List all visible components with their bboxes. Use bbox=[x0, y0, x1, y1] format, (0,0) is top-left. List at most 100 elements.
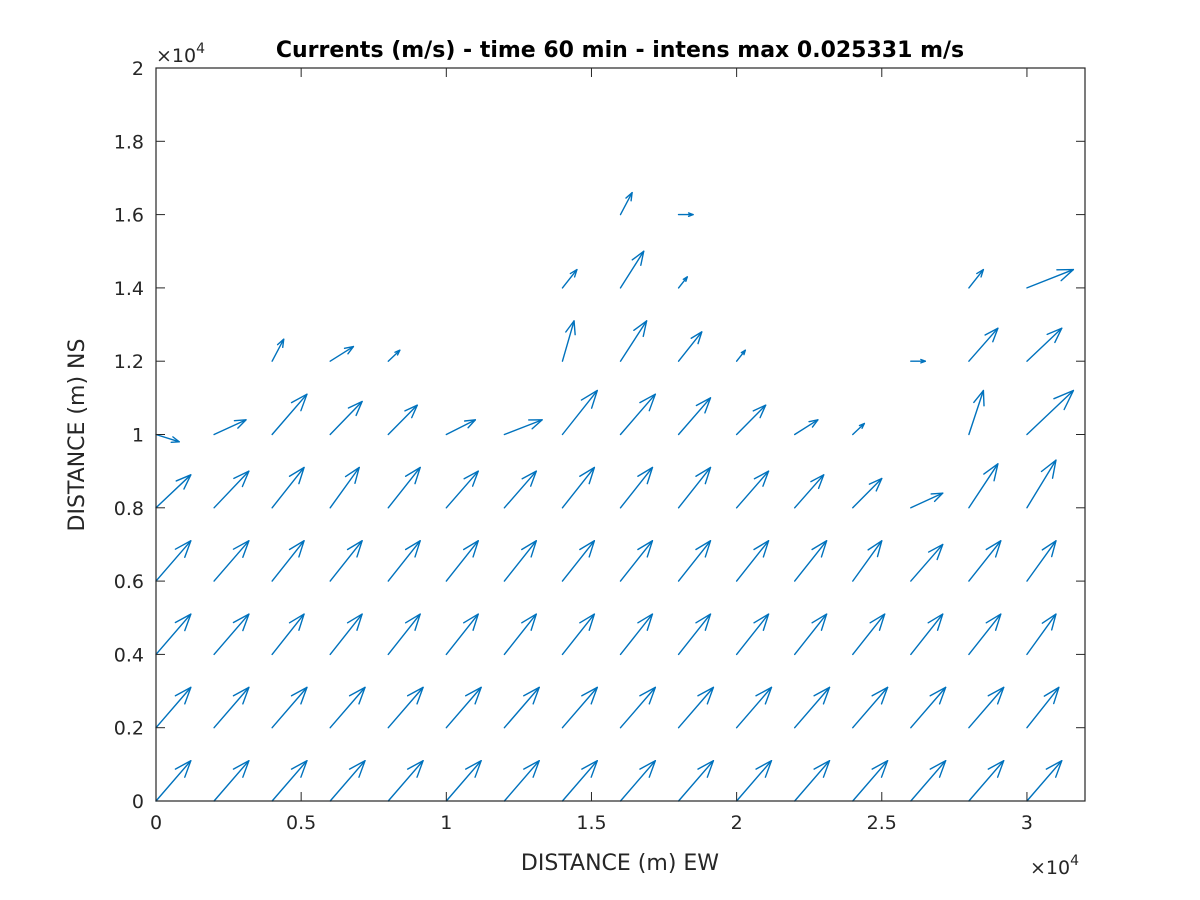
current-arrow bbox=[735, 540, 770, 582]
current-arrow bbox=[735, 404, 767, 436]
current-arrow bbox=[387, 466, 421, 509]
current-arrow bbox=[155, 759, 192, 802]
current-arrow bbox=[561, 320, 576, 362]
current-arrow bbox=[619, 393, 657, 436]
current-arrow bbox=[735, 759, 773, 802]
current-arrow bbox=[793, 419, 819, 436]
current-arrow bbox=[793, 686, 831, 729]
x-tick-label-6: 3 bbox=[1021, 812, 1033, 834]
current-arrow bbox=[213, 686, 250, 729]
y-tick-label-3: 0.6 bbox=[114, 571, 144, 593]
current-arrow bbox=[910, 759, 947, 802]
current-arrow bbox=[271, 613, 305, 656]
current-arrow bbox=[213, 613, 250, 656]
current-arrow bbox=[677, 759, 715, 802]
current-arrow bbox=[677, 613, 712, 656]
current-arrow bbox=[910, 543, 944, 582]
current-arrow bbox=[852, 613, 886, 656]
current-arrow bbox=[329, 345, 355, 362]
current-arrow bbox=[503, 470, 538, 509]
current-arrow bbox=[561, 613, 596, 656]
x-tick-label-1: 0.5 bbox=[286, 812, 316, 834]
current-arrow bbox=[968, 686, 1005, 729]
y-tick-label-4: 0.8 bbox=[114, 498, 144, 520]
current-arrow bbox=[271, 466, 305, 509]
current-arrow bbox=[677, 331, 703, 362]
current-arrow bbox=[329, 759, 366, 802]
current-arrow bbox=[619, 613, 654, 656]
current-arrow bbox=[329, 613, 363, 656]
y-tick-label-1: 0.2 bbox=[114, 718, 144, 740]
current-arrow bbox=[561, 268, 578, 289]
current-arrow bbox=[793, 474, 825, 509]
current-arrow bbox=[793, 613, 828, 656]
current-arrow bbox=[445, 686, 482, 729]
current-arrow bbox=[503, 759, 540, 802]
current-arrow bbox=[445, 759, 482, 802]
current-arrow bbox=[619, 320, 648, 362]
current-arrow bbox=[387, 686, 424, 729]
current-arrow bbox=[619, 540, 654, 582]
current-arrow bbox=[735, 613, 770, 656]
current-arrow bbox=[677, 276, 688, 289]
y-tick-label-6: 1.2 bbox=[114, 351, 144, 373]
current-arrow bbox=[503, 540, 538, 582]
current-arrow bbox=[213, 419, 247, 436]
current-arrow bbox=[329, 686, 366, 729]
current-arrow bbox=[503, 686, 540, 729]
current-arrow bbox=[619, 466, 654, 509]
current-arrow bbox=[910, 358, 927, 364]
current-arrow bbox=[561, 466, 596, 509]
current-arrow bbox=[735, 686, 773, 729]
x-axis-label: DISTANCE (m) EW bbox=[521, 851, 719, 876]
current-arrow bbox=[1026, 686, 1060, 729]
current-arrow bbox=[677, 212, 694, 217]
current-arrow bbox=[1026, 759, 1063, 802]
current-arrow bbox=[271, 686, 308, 729]
current-arrow bbox=[735, 349, 747, 362]
current-arrow bbox=[213, 470, 250, 509]
current-arrow bbox=[619, 250, 645, 289]
x-tick-label-3: 1.5 bbox=[576, 812, 606, 834]
current-arrow bbox=[155, 433, 180, 443]
x-tick-label-4: 2 bbox=[731, 812, 743, 834]
current-arrow bbox=[387, 540, 421, 582]
current-arrow bbox=[503, 613, 538, 656]
current-arrow bbox=[1026, 613, 1057, 656]
current-arrow bbox=[852, 540, 883, 582]
y-tick-label-8: 1.6 bbox=[114, 205, 144, 227]
current-arrow bbox=[387, 404, 418, 436]
current-arrow bbox=[387, 349, 401, 362]
current-arrow bbox=[213, 759, 250, 802]
current-arrow bbox=[910, 492, 944, 509]
y-axis-exponent: ×104 bbox=[156, 41, 205, 67]
current-arrow bbox=[155, 686, 192, 729]
current-arrow bbox=[968, 540, 1002, 582]
current-arrow bbox=[619, 686, 657, 729]
current-arrow bbox=[155, 474, 192, 509]
y-axis-label: DISTANCE (m) NS bbox=[65, 339, 90, 532]
current-arrow bbox=[619, 191, 633, 216]
current-arrow bbox=[793, 759, 831, 802]
y-tick-labels: 0 0.2 0.4 0.6 0.8 1 1.2 1.4 1.6 1.8 2 bbox=[114, 58, 144, 813]
current-arrow bbox=[271, 393, 308, 436]
current-arrow bbox=[329, 400, 363, 436]
y-tick-label-9: 1.8 bbox=[114, 131, 144, 153]
x-tick-label-0: 0 bbox=[150, 812, 162, 834]
current-arrow bbox=[852, 686, 889, 729]
current-arrow bbox=[910, 613, 944, 656]
current-arrow bbox=[852, 759, 889, 802]
current-arrow bbox=[387, 613, 421, 656]
x-tick-labels: 0 0.5 1 1.5 2 2.5 3 bbox=[150, 812, 1033, 834]
current-arrow bbox=[155, 540, 192, 582]
axes-box bbox=[155, 67, 1086, 802]
current-arrow bbox=[445, 419, 477, 436]
current-arrow bbox=[387, 759, 424, 802]
current-arrow bbox=[213, 540, 250, 582]
current-arrow bbox=[677, 466, 712, 509]
current-arrow bbox=[561, 540, 596, 582]
current-arrow bbox=[561, 759, 598, 802]
current-arrow bbox=[619, 759, 657, 802]
x-tick-label-5: 2.5 bbox=[867, 812, 897, 834]
current-arrow bbox=[155, 613, 192, 656]
